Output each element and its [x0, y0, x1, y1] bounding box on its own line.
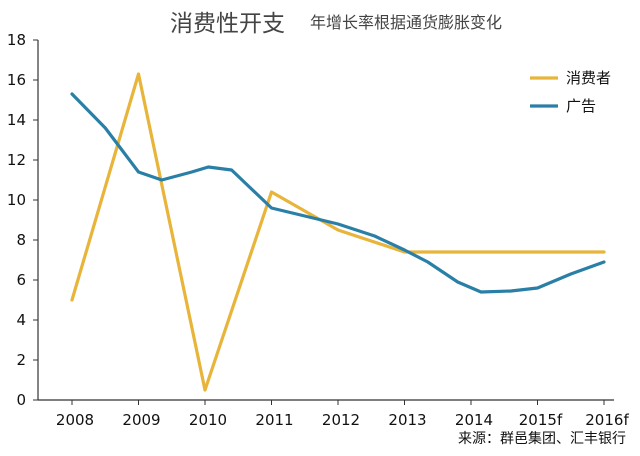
y-tick-label: 2: [16, 351, 26, 369]
legend-label: 广告: [566, 97, 596, 115]
x-tick-label: 2014: [455, 411, 493, 429]
y-tick-label: 8: [16, 231, 26, 249]
y-tick-label: 14: [7, 111, 26, 129]
x-tick-label: 2009: [122, 411, 160, 429]
x-tick-label: 2008: [56, 411, 94, 429]
x-tick-label: 2010: [189, 411, 227, 429]
source-note: 来源：群邑集团、汇丰银行: [458, 431, 626, 447]
x-tick-label: 2015f: [519, 411, 563, 429]
y-tick-label: 10: [7, 191, 26, 209]
y-tick-label: 6: [16, 271, 26, 289]
y-tick-label: 4: [16, 311, 26, 329]
x-tick-label: 2013: [388, 411, 426, 429]
legend-label: 消费者: [566, 69, 611, 87]
y-tick-label: 18: [7, 31, 26, 49]
title-row: 消费性开支 年增长率根据通货膨胀变化: [0, 0, 640, 38]
series-line-advertising: [70, 92, 606, 294]
chart-title: 消费性开支: [170, 11, 285, 37]
x-tick-label: 2011: [255, 411, 293, 429]
chart-subtitle: 年增长率根据通货膨胀变化: [310, 13, 503, 32]
y-tick-label: 16: [7, 71, 26, 89]
x-tick-label: 2012: [322, 411, 360, 429]
series-line-consumer: [70, 72, 606, 392]
y-tick-label: 0: [16, 391, 26, 409]
x-tick-label: 2016f: [585, 411, 629, 429]
y-tick-label: 12: [7, 151, 26, 169]
